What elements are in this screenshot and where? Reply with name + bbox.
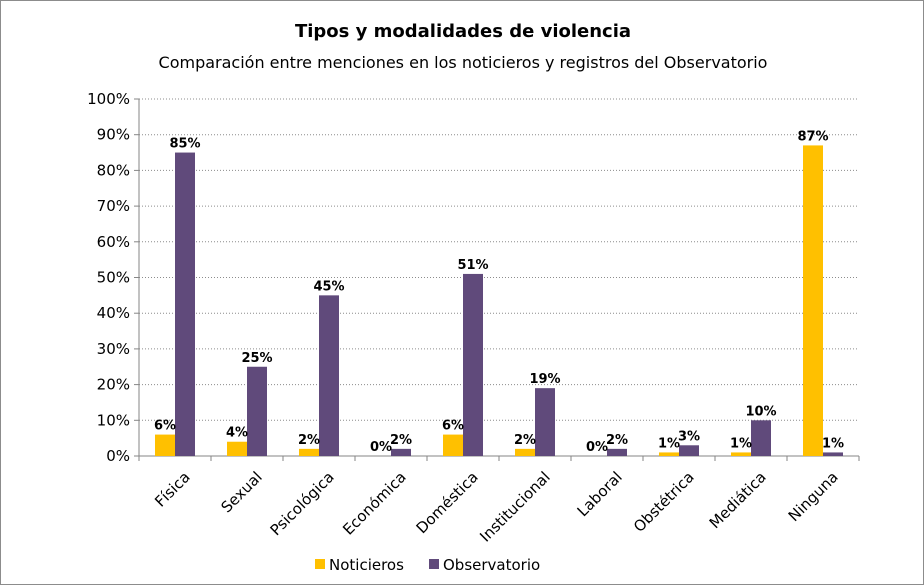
bars bbox=[155, 145, 843, 457]
data-label: 25% bbox=[241, 351, 272, 366]
data-label: 2% bbox=[390, 433, 412, 448]
category-label: Física bbox=[151, 468, 194, 511]
data-label: 1% bbox=[730, 436, 752, 451]
legend-swatch-observatorio bbox=[429, 559, 439, 569]
y-axis-ticks: 0% 10% 20% 30% 40% 50% 60% 70% 80% 90% 100% bbox=[87, 90, 130, 465]
data-label: 3% bbox=[678, 429, 700, 444]
data-label: 1% bbox=[658, 436, 680, 451]
bar-observatorio-9 bbox=[751, 420, 771, 456]
y-tick-label: 80% bbox=[97, 161, 130, 179]
data-label: 19% bbox=[529, 372, 560, 387]
legend-label-observatorio: Observatorio bbox=[443, 556, 540, 574]
data-label: 2% bbox=[606, 433, 628, 448]
y-tick-label: 60% bbox=[97, 233, 130, 251]
y-tick-label: 50% bbox=[97, 269, 130, 287]
bar-noticieros-8 bbox=[659, 452, 679, 456]
data-label: 87% bbox=[797, 129, 828, 144]
y-tick-label: 90% bbox=[97, 126, 130, 144]
data-label: 1% bbox=[822, 436, 844, 451]
category-label: Obstétrica bbox=[630, 468, 698, 536]
data-label: 45% bbox=[313, 279, 344, 294]
data-label: 85% bbox=[169, 137, 200, 152]
category-label: Ninguna bbox=[785, 468, 842, 525]
data-label: 4% bbox=[226, 426, 248, 441]
data-label: 6% bbox=[442, 419, 464, 434]
data-labels: 6%85%4%25%2%45%0%2%6%51%2%19%0%2% 1%3% 1%1… bbox=[154, 129, 844, 455]
category-label: Sexual bbox=[218, 468, 266, 516]
bar-noticieros-5 bbox=[443, 434, 463, 456]
category-label: Psicológica bbox=[267, 468, 338, 539]
bar-noticieros-10 bbox=[803, 145, 823, 456]
y-tick-label: 100% bbox=[87, 90, 130, 108]
y-tick-label: 40% bbox=[97, 304, 130, 322]
data-label: 2% bbox=[298, 433, 320, 448]
data-label: 51% bbox=[457, 258, 488, 273]
category-label: Doméstica bbox=[413, 468, 482, 537]
bar-observatorio-7 bbox=[607, 448, 627, 456]
category-label: Mediática bbox=[706, 468, 770, 532]
category-labels: Física Sexual Psicológica Económica Doméstic… bbox=[151, 468, 842, 546]
y-tick-label: 70% bbox=[97, 197, 130, 215]
bar-observatorio-1 bbox=[175, 152, 195, 457]
bar-noticieros-6 bbox=[515, 448, 535, 456]
chart-title: Tipos y modalidades de violencia bbox=[295, 21, 631, 42]
bar-noticieros-1 bbox=[155, 434, 175, 456]
category-label: Económica bbox=[339, 468, 410, 539]
bar-noticieros-9 bbox=[731, 452, 751, 456]
y-tick-label: 0% bbox=[106, 447, 130, 465]
y-tick-label: 20% bbox=[97, 376, 130, 394]
data-label: 0% bbox=[586, 440, 608, 455]
category-label: Laboral bbox=[574, 468, 626, 520]
bar-observatorio-4 bbox=[391, 448, 411, 456]
bar-observatorio-6 bbox=[535, 388, 555, 456]
bar-observatorio-10 bbox=[823, 452, 843, 456]
data-label: 6% bbox=[154, 419, 176, 434]
bar-observatorio-5 bbox=[463, 273, 483, 456]
data-label: 2% bbox=[514, 433, 536, 448]
y-tick-label: 30% bbox=[97, 340, 130, 358]
legend-label-noticieros: Noticieros bbox=[329, 556, 404, 574]
bar-noticieros-3 bbox=[299, 448, 319, 456]
bar-observatorio-3 bbox=[319, 295, 339, 456]
data-label: 10% bbox=[745, 404, 776, 419]
bar-observatorio-2 bbox=[247, 366, 267, 456]
bar-noticieros-2 bbox=[227, 441, 247, 456]
data-label: 0% bbox=[370, 440, 392, 455]
bar-observatorio-8 bbox=[679, 445, 699, 456]
chart-subtitle: Comparación entre menciones en los notic… bbox=[159, 53, 768, 72]
legend: Noticieros Observatorio bbox=[315, 556, 540, 574]
category-label: Institucional bbox=[476, 468, 554, 546]
y-tick-label: 10% bbox=[97, 411, 130, 429]
legend-swatch-noticieros bbox=[315, 559, 325, 569]
